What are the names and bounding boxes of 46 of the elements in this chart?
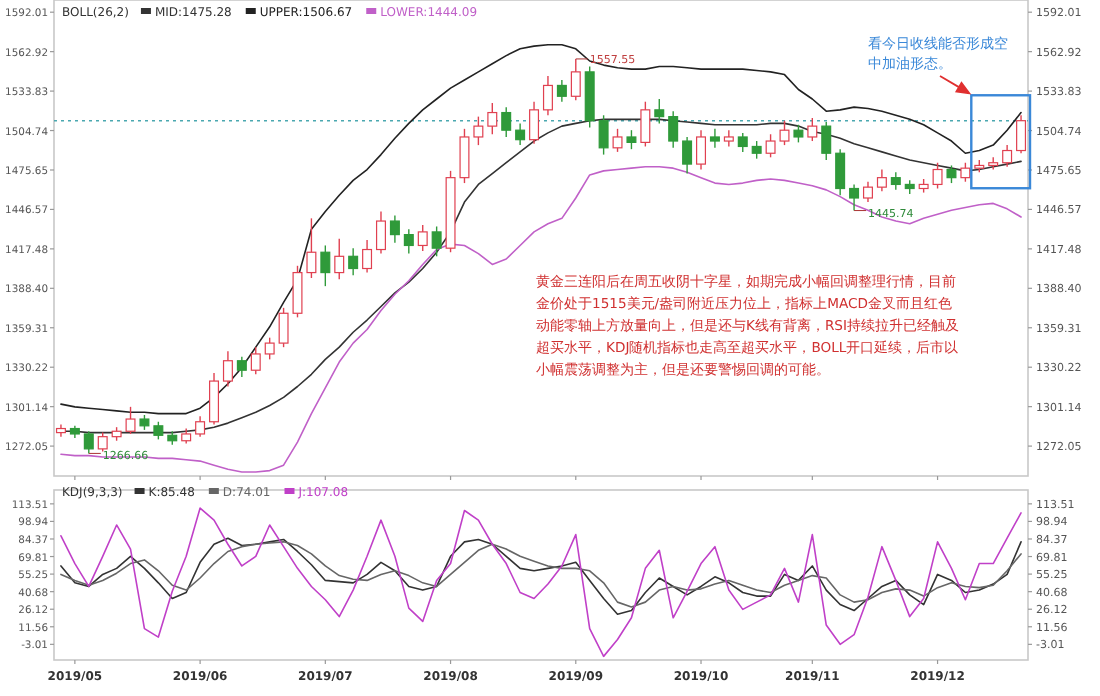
candlestick bbox=[849, 183, 860, 212]
candlestick bbox=[556, 79, 567, 103]
candlestick bbox=[97, 431, 108, 453]
candlestick bbox=[250, 346, 261, 375]
line-series bbox=[60, 507, 1022, 658]
candlestick bbox=[668, 110, 679, 149]
line-series bbox=[60, 166, 1022, 473]
candlestick bbox=[320, 244, 331, 287]
candlestick bbox=[821, 121, 832, 161]
candlestick bbox=[612, 128, 623, 153]
candlestick bbox=[348, 247, 359, 276]
candlestick bbox=[236, 355, 247, 378]
candlestick bbox=[264, 336, 275, 361]
candlestick bbox=[403, 228, 414, 255]
candlestick bbox=[654, 98, 665, 125]
candlestick bbox=[709, 128, 720, 149]
candlestick bbox=[626, 129, 637, 150]
candlestick bbox=[209, 372, 220, 426]
candlestick bbox=[737, 132, 748, 153]
candlestick bbox=[389, 214, 400, 244]
candlestick bbox=[570, 58, 581, 102]
candlestick bbox=[222, 350, 233, 388]
candlestick bbox=[542, 75, 553, 116]
candlestick bbox=[83, 430, 94, 455]
candlestick bbox=[696, 129, 707, 171]
candlestick bbox=[334, 237, 345, 281]
candlestick bbox=[501, 106, 512, 138]
candlestick bbox=[960, 162, 971, 183]
candlestick bbox=[640, 101, 651, 148]
candlestick bbox=[195, 415, 206, 438]
candlestick bbox=[55, 423, 66, 438]
candlestick bbox=[487, 102, 498, 135]
candlestick bbox=[682, 136, 693, 175]
candlestick bbox=[1002, 144, 1013, 168]
candlestick bbox=[431, 225, 442, 258]
candlestick bbox=[375, 210, 386, 255]
candlestick bbox=[835, 148, 846, 196]
candlestick bbox=[515, 122, 526, 146]
candlestick bbox=[932, 162, 943, 190]
candlestick bbox=[417, 224, 428, 252]
candlestick bbox=[807, 117, 818, 142]
candlestick bbox=[529, 101, 540, 145]
candlestick bbox=[362, 239, 373, 274]
candlestick bbox=[598, 114, 609, 156]
candlestick bbox=[876, 168, 887, 192]
candlestick bbox=[862, 181, 873, 203]
